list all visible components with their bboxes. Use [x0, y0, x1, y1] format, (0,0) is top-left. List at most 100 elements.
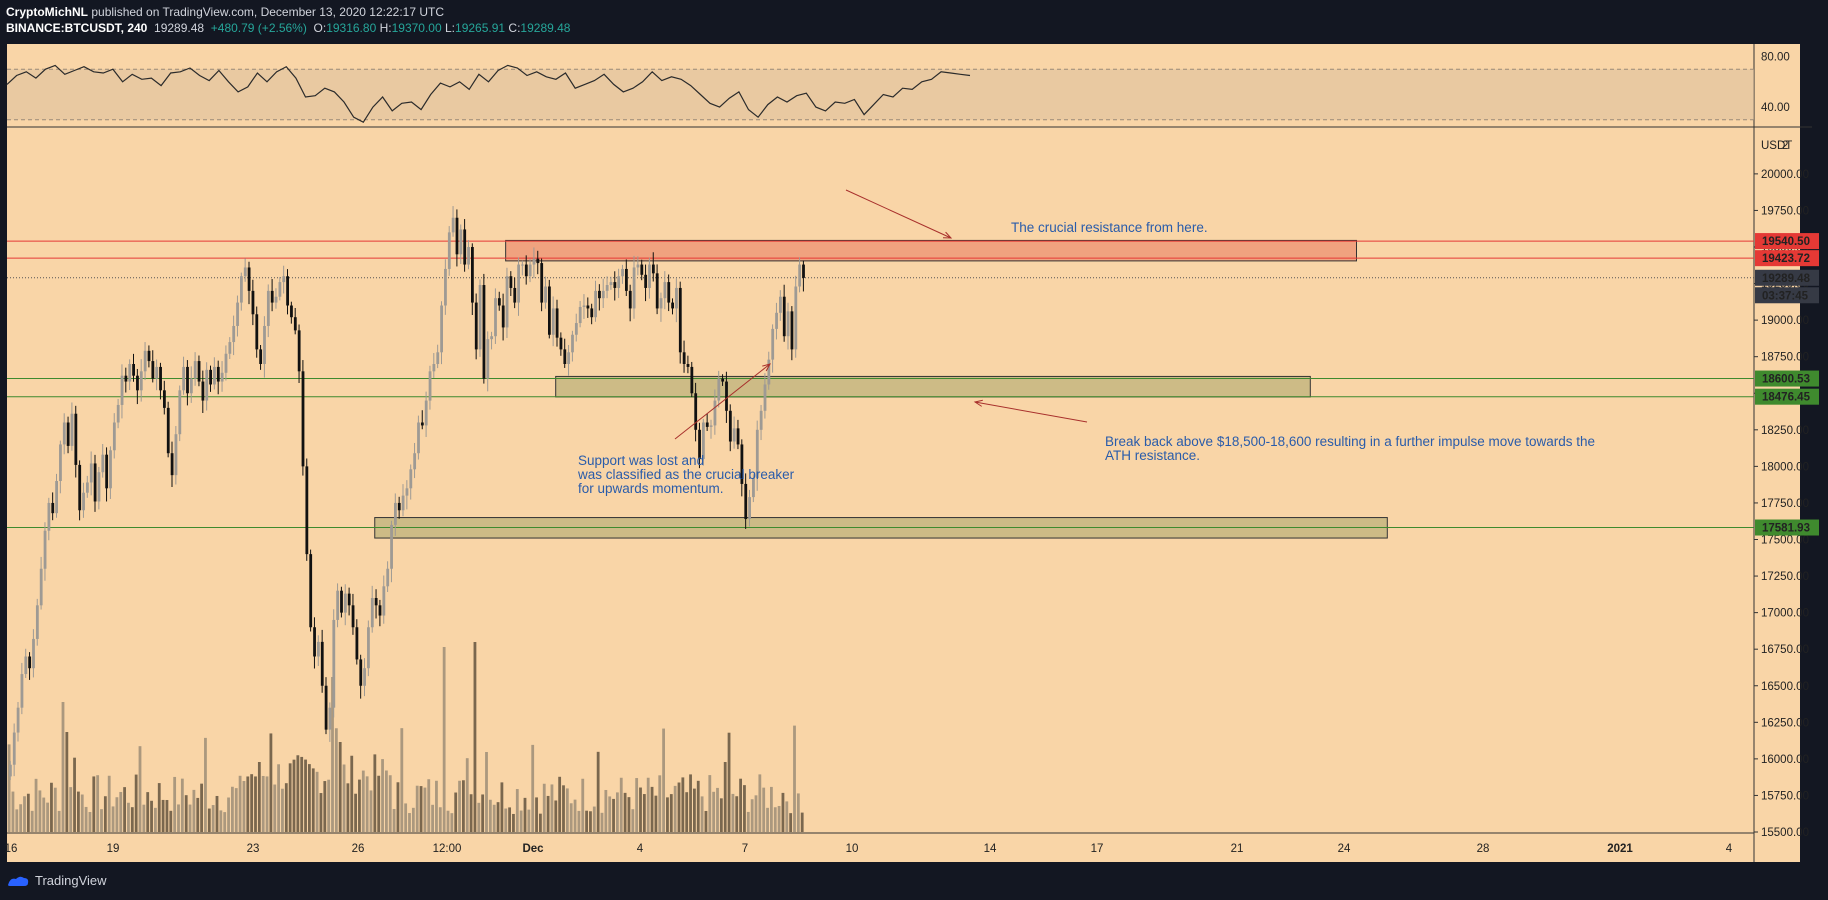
candle: [159, 366, 162, 391]
candle: [367, 627, 370, 669]
candle: [74, 413, 78, 465]
candle: [486, 339, 490, 379]
volume-bar: [227, 797, 230, 832]
volume-bar: [238, 775, 242, 832]
high-label: H:: [379, 21, 392, 35]
time-tick-label: 4: [637, 843, 644, 855]
volume-bar: [169, 810, 173, 832]
volume-bar: [689, 774, 692, 832]
candle: [582, 305, 586, 307]
volume-bar: [600, 812, 604, 832]
symbol-label[interactable]: BINANCE:BTCUSDT, 240: [6, 21, 148, 35]
support-arrow: [674, 363, 771, 440]
candle: [601, 290, 605, 299]
volume-bar: [565, 788, 569, 832]
volume-bar: [604, 789, 608, 832]
volume-bar: [327, 779, 331, 832]
volume-bar: [53, 787, 57, 832]
volume-bar: [515, 789, 519, 832]
candle: [574, 323, 578, 335]
candle: [240, 276, 243, 303]
candle: [609, 282, 613, 286]
time-tick-label: 23: [247, 843, 260, 855]
candle: [220, 372, 224, 382]
author-name[interactable]: CryptoMichNL: [6, 5, 88, 19]
volume-bar: [100, 809, 103, 832]
candle: [755, 429, 759, 479]
volume-bar: [508, 807, 511, 832]
candle: [51, 502, 55, 514]
candle: [136, 375, 139, 391]
candle: [78, 464, 82, 511]
support-arrow-head: [762, 363, 772, 372]
candle: [517, 264, 520, 303]
candle: [370, 598, 374, 628]
volume-bar: [257, 762, 261, 832]
volume-bar: [207, 808, 211, 832]
volume-bar: [539, 813, 542, 832]
candle: [201, 381, 205, 401]
publish-line: CryptoMichNL published on TradingView.co…: [6, 5, 444, 19]
candle: [490, 336, 494, 340]
candle: [617, 276, 621, 288]
volume-bar: [608, 796, 612, 832]
price-label-badge: [1755, 519, 1819, 536]
volume-bar: [719, 798, 723, 832]
candle: [725, 381, 728, 411]
candle: [702, 422, 705, 460]
candle: [32, 638, 35, 669]
volume-bar: [585, 810, 588, 832]
tradingview-brand[interactable]: TradingView: [35, 873, 107, 888]
candle: [62, 422, 66, 445]
volume-bar: [180, 778, 184, 832]
volume-bar: [346, 783, 350, 832]
candle: [120, 375, 124, 405]
candle: [786, 311, 790, 337]
candle: [205, 369, 209, 401]
price-tick-label: 15750.00: [1761, 790, 1809, 802]
volume-bar: [80, 794, 84, 832]
volume-bar: [793, 725, 796, 832]
candle: [332, 619, 336, 708]
volume-bar: [161, 799, 165, 832]
price-tick-label: 20000.00: [1761, 169, 1809, 181]
candle: [55, 481, 58, 514]
candle: [336, 590, 340, 620]
volume-bar: [427, 779, 431, 832]
volume-bar: [465, 758, 469, 832]
resistance-arrow-head: [942, 231, 953, 239]
time-tick-label: 16: [5, 843, 18, 855]
volume-bar: [581, 778, 585, 832]
candle: [147, 350, 151, 362]
volume-bar: [388, 775, 392, 832]
price-tick-label: 16000.00: [1761, 754, 1809, 766]
time-tick-label: 21: [1231, 843, 1244, 855]
price-tick-label: 19750.00: [1761, 205, 1809, 217]
candle: [775, 312, 778, 329]
time-tick-label: 7: [742, 843, 748, 855]
volume-bar: [773, 807, 777, 832]
candle: [794, 286, 798, 350]
candle: [313, 627, 316, 657]
candle: [374, 598, 378, 606]
last-price: 19289.48: [154, 21, 205, 35]
volume-bar: [288, 763, 292, 832]
candle: [447, 232, 451, 269]
volume-bar: [385, 770, 388, 832]
volume-bar: [562, 785, 565, 832]
volume-bar: [693, 788, 696, 832]
price-tick-label: 18750.00: [1761, 352, 1809, 364]
volume-bar: [138, 746, 142, 832]
rsi-line: [6, 64, 971, 123]
volume-bar: [292, 759, 296, 832]
candle: [97, 472, 101, 502]
candle: [675, 287, 678, 309]
time-tick-label: 14: [984, 843, 997, 855]
volume-bar: [103, 796, 107, 832]
candle: [182, 366, 186, 391]
time-tick-label: 2021: [1607, 843, 1633, 855]
price-label-badge: [1755, 233, 1819, 250]
price-tick-label: 16750.00: [1761, 644, 1809, 656]
volume-bar: [677, 782, 681, 832]
